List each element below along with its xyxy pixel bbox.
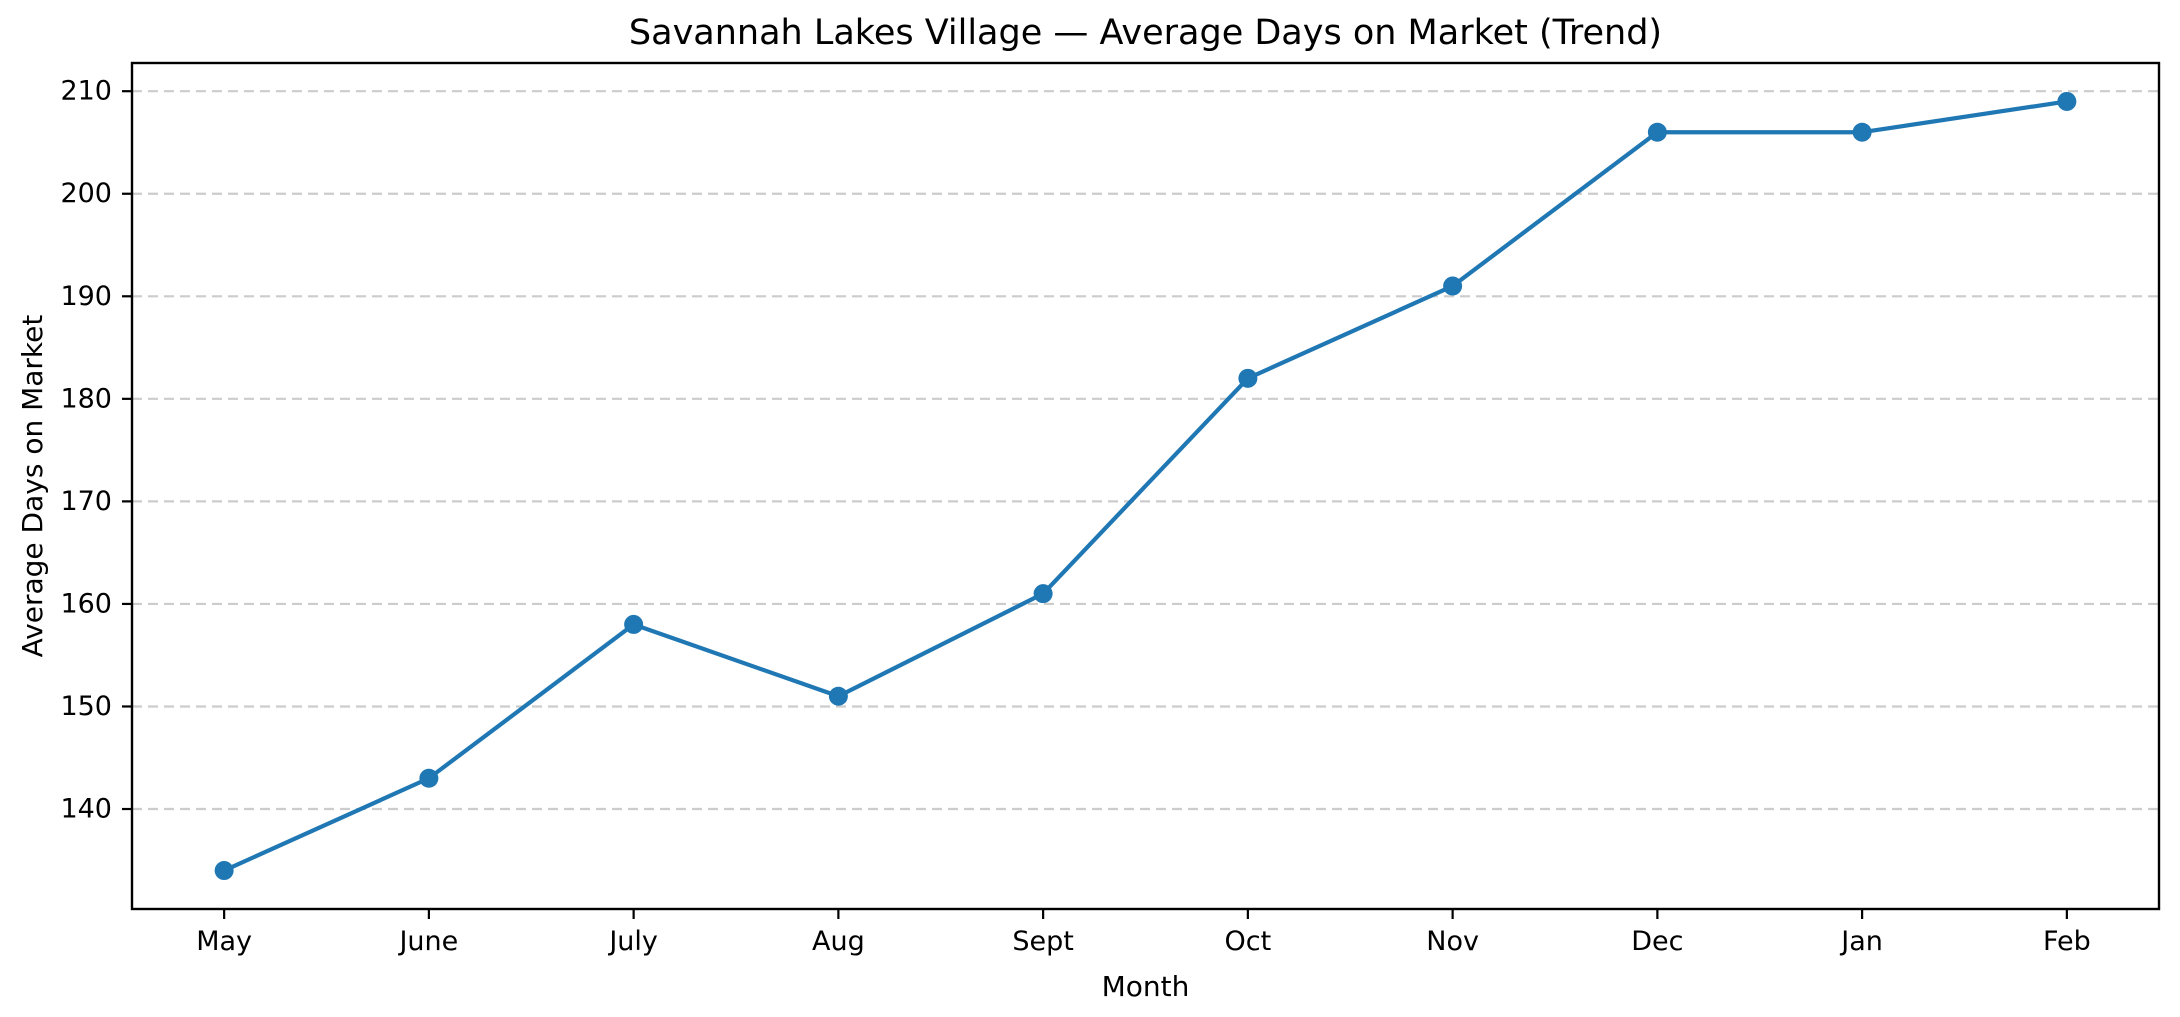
data-point-marker (1238, 368, 1258, 388)
data-point-marker (214, 861, 234, 881)
x-axis-label: Month (1102, 970, 1190, 1003)
gridlines (132, 90, 2159, 811)
x-tick-label: June (397, 926, 458, 957)
x-tick-label: May (196, 926, 252, 957)
y-tick-label: 200 (60, 178, 112, 209)
y-tick-label: 160 (60, 588, 112, 619)
data-point-marker (1852, 122, 1872, 142)
chart-title: Savannah Lakes Village — Average Days on… (629, 13, 1662, 53)
y-tick-label: 170 (60, 486, 112, 517)
data-point-markers (214, 91, 2077, 881)
y-axis-label: Average Days on Market (16, 315, 49, 658)
x-tick-label: Oct (1225, 926, 1272, 957)
y-tick-label: 190 (60, 281, 112, 312)
x-tick-label: Nov (1426, 926, 1479, 957)
x-tick-label: Aug (812, 926, 865, 957)
trend-line (222, 99, 2069, 873)
data-point-marker (419, 768, 439, 788)
y-tick-label: 140 (60, 794, 112, 825)
y-tick-label: 210 (60, 76, 112, 107)
data-point-marker (2057, 91, 2077, 111)
y-tick-label: 180 (60, 383, 112, 414)
x-tick-label: Sept (1012, 926, 1073, 957)
x-ticks (223, 909, 2068, 919)
x-tick-label: Feb (2043, 926, 2091, 957)
data-point-marker (1443, 276, 1463, 296)
x-tick-labels: May June July Aug Sept Oct Nov Dec Jan Feb (196, 926, 2091, 957)
data-point-marker (1033, 584, 1053, 604)
y-ticks (122, 90, 132, 811)
x-tick-label: Dec (1631, 926, 1683, 957)
y-tick-label: 150 (60, 691, 112, 722)
data-point-marker (1647, 122, 1667, 142)
x-tick-label: Jan (1839, 926, 1883, 957)
plot-border (130, 61, 2161, 911)
data-point-marker (624, 614, 644, 634)
y-tick-labels: 140 150 160 170 180 190 200 210 (60, 76, 112, 825)
data-point-marker (828, 686, 848, 706)
x-tick-label: July (607, 926, 658, 957)
